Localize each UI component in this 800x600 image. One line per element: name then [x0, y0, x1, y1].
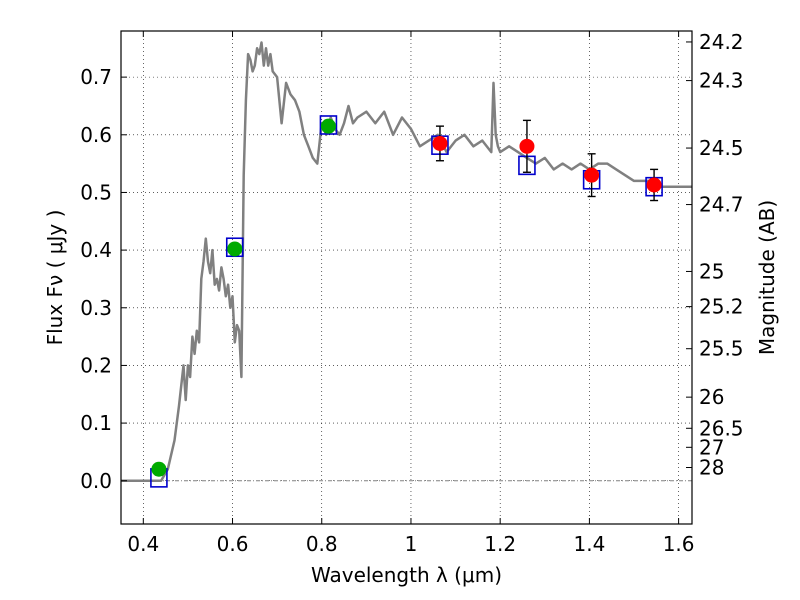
ticks: 0.4 0.6 0.8 1 1.2 1.4 1.6 0.0 0.1 0.2 0.3 0.4 0.5 0.6…: [80, 30, 743, 556]
data-point: [320, 118, 336, 134]
series-layer: [121, 41, 692, 488]
right-tick-label: 25.2: [699, 295, 744, 319]
right-tick-label: 27: [699, 435, 724, 459]
data-point: [519, 138, 535, 154]
right-tick-label: 24.7: [699, 193, 744, 217]
right-tick-label: 24.3: [699, 69, 744, 93]
y-tick-label: 0.0: [80, 469, 112, 493]
y-tick-label: 0.6: [80, 123, 112, 147]
x-tick-label: 1.4: [573, 532, 605, 556]
x-tick-label: 1.6: [663, 532, 695, 556]
right-tick-label: 26: [699, 385, 724, 409]
data-point: [584, 167, 600, 183]
x-axis-title: Wavelength λ (μm): [311, 563, 502, 587]
right-tick-label: 28: [699, 455, 724, 479]
data-point: [646, 177, 662, 193]
right-tick-label: 26.5: [699, 416, 744, 440]
x-tick-label: 0.4: [127, 532, 159, 556]
x-tick-label: 0.6: [217, 532, 249, 556]
y-tick-label: 0.4: [80, 238, 112, 262]
x-tick-label: 0.8: [306, 532, 338, 556]
data-point: [227, 241, 243, 257]
data-point: [151, 461, 167, 477]
grid: [121, 31, 692, 524]
x-tick-label: 1: [405, 532, 418, 556]
right-tick-label: 24.2: [699, 30, 744, 54]
y-tick-label: 0.1: [80, 411, 112, 435]
data-point: [432, 135, 448, 151]
right-tick-label: 24.5: [699, 136, 744, 160]
model-flux-square: [319, 115, 338, 135]
right-tick-label: 25: [699, 259, 724, 283]
right-tick-label: 25.5: [699, 337, 744, 361]
y-tick-label: 0.7: [80, 65, 112, 89]
right-axis-title: Magnitude (AB): [755, 200, 779, 355]
y-axis-title: Flux Fν ( μJy ): [43, 210, 67, 346]
plot-frame: [120, 30, 693, 525]
y-tick-label: 0.3: [80, 296, 112, 320]
y-tick-label: 0.5: [80, 180, 112, 204]
x-tick-label: 1.2: [484, 532, 516, 556]
spectrum-line: [121, 41, 692, 483]
y-tick-label: 0.2: [80, 353, 112, 377]
